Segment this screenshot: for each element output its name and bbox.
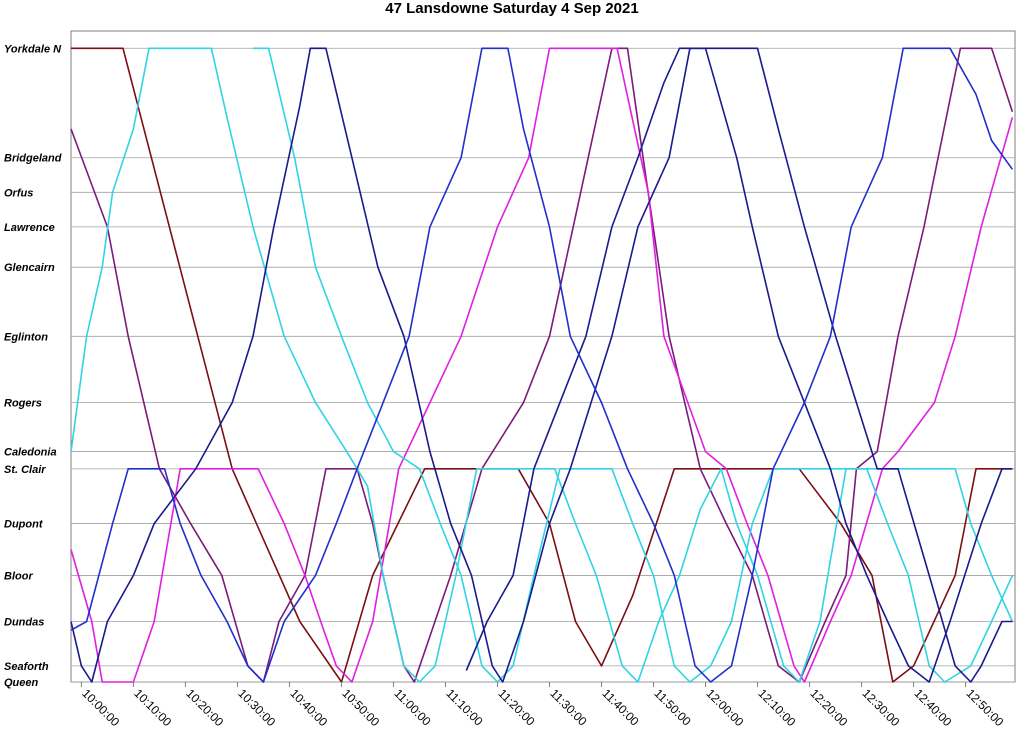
stop-label-seaforth: Seaforth <box>4 661 49 673</box>
stop-label-dupont: Dupont <box>4 519 44 531</box>
x-tick-label: 11:50:00 <box>651 686 694 729</box>
stop-label-eglinton: Eglinton <box>4 331 48 343</box>
plot-area <box>70 30 1016 683</box>
x-tick-label: 11:30:00 <box>547 686 590 729</box>
stop-labels: Yorkdale N Bridgeland Orfus Lawrence Glencai… <box>4 43 62 689</box>
stop-label-rogers: Rogers <box>4 398 42 410</box>
series-line-6 <box>70 47 1013 683</box>
x-tick-label: 10:00:00 <box>79 686 122 729</box>
x-tick-label: 11:10:00 <box>443 686 486 729</box>
stop-label-bloor: Bloor <box>4 570 33 582</box>
series-lines <box>70 47 1014 683</box>
x-tick-label: 11:00:00 <box>391 686 434 729</box>
x-tick-label: 10:40:00 <box>287 686 330 729</box>
x-tick-label: 10:20:00 <box>183 686 226 729</box>
stop-label-glencairn: Glencairn <box>4 262 55 274</box>
stop-label-dundas: Dundas <box>4 617 44 629</box>
series-line-5 <box>253 47 1014 683</box>
chart-title: 47 Lansdowne Saturday 4 Sep 2021 <box>385 0 639 17</box>
stop-label-yorkdale-n: Yorkdale N <box>4 43 62 55</box>
series-line-8 <box>70 47 1014 683</box>
stop-label-queen: Queen <box>4 677 39 689</box>
x-tick-label: 12:40:00 <box>911 686 954 729</box>
x-tick-label: 12:10:00 <box>755 686 798 729</box>
series-line-7 <box>465 47 1013 683</box>
stop-label-orfus: Orfus <box>4 187 33 199</box>
x-tick-label: 11:40:00 <box>599 686 642 729</box>
series-line-4 <box>70 47 1014 683</box>
stop-label-caledonia: Caledonia <box>4 447 57 459</box>
stop-label-lawrence: Lawrence <box>4 222 55 234</box>
stop-label-st-clair: St. Clair <box>4 464 46 476</box>
x-tick-label: 10:50:00 <box>339 686 382 729</box>
x-tick-label: 10:30:00 <box>235 686 278 729</box>
x-tick-label: 12:00:00 <box>703 686 746 729</box>
series-line-1 <box>71 47 1013 683</box>
x-tick-label: 12:20:00 <box>807 686 850 729</box>
x-tick-label: 11:20:00 <box>495 686 538 729</box>
stop-label-bridgeland: Bridgeland <box>4 153 62 165</box>
series-line-3 <box>70 47 1014 683</box>
gridlines <box>71 47 1015 683</box>
x-tick-label: 10:10:00 <box>131 686 174 729</box>
x-tick-label: 12:50:00 <box>963 686 1006 729</box>
x-tick-label: 12:30:00 <box>859 686 902 729</box>
x-tick-labels: 10:00:00 10:10:00 10:20:00 10:30:00 10:40:00… <box>79 682 1007 729</box>
